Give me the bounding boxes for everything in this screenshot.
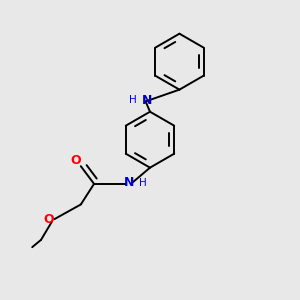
Text: N: N [142, 94, 152, 107]
Text: H: H [129, 95, 137, 105]
Text: N: N [124, 176, 135, 190]
Text: O: O [70, 154, 81, 167]
Text: O: O [44, 213, 54, 226]
Text: H: H [140, 178, 147, 188]
